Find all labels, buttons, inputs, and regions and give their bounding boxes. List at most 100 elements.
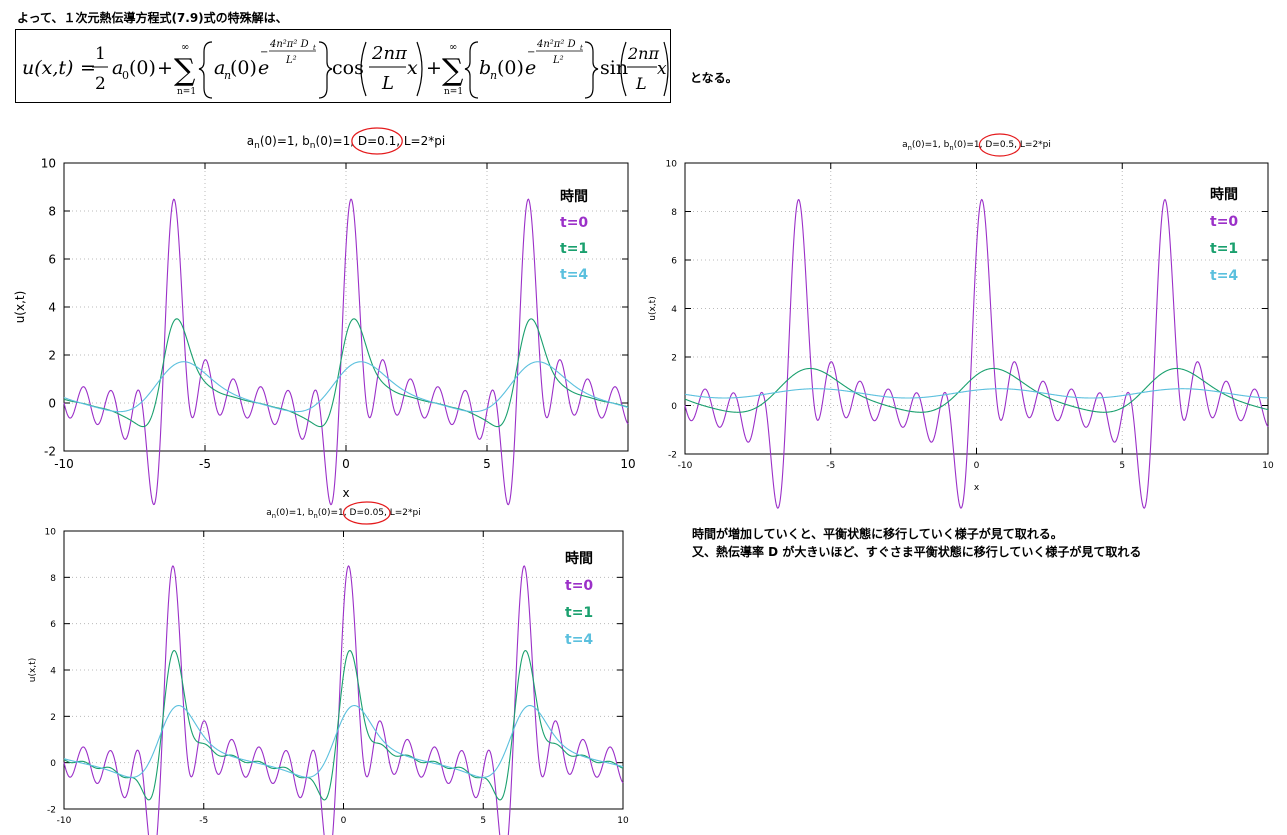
eq-exp2-num: 4n²π² D — [536, 39, 576, 50]
eq-an-arg: (0) — [230, 57, 257, 79]
legend-entry: t=4 — [560, 267, 588, 283]
eq-plus-2: + — [426, 57, 442, 79]
series-line-t-0 — [63, 198, 629, 506]
x-tick-label: -10 — [54, 457, 74, 471]
chart-d-0-5: -10 -5 0 5 10 -2 0 2 4 6 8 10 an(0)=1, bn(0)=1, D=0.… — [648, 133, 1287, 509]
eq-exp1-den: L² — [285, 55, 297, 66]
eq-sum2-bottom: n=1 — [444, 87, 463, 97]
y-tick-label: 0 — [671, 402, 677, 412]
eq-sum2-sym: ∑ — [442, 53, 464, 88]
legend-entry: t=4 — [565, 632, 593, 648]
annotation-circle — [351, 127, 403, 155]
legend-entry: t=1 — [565, 605, 593, 621]
series-line-t-4 — [63, 361, 629, 413]
eq-exp1-t: t — [313, 44, 316, 52]
x-tick-label: 10 — [1262, 461, 1274, 471]
x-tick-label: 10 — [620, 457, 635, 471]
y-tick-label: 10 — [45, 527, 57, 537]
legend-title: 時間 — [1210, 186, 1238, 203]
eq-half-num: 1 — [95, 44, 106, 64]
eq-e-1: e — [258, 57, 269, 79]
eq-sin: sin — [600, 57, 628, 79]
eq-a0: a — [112, 57, 123, 79]
title-d-value: D=0.5 — [985, 140, 1014, 150]
y-tick-label: 10 — [41, 157, 56, 171]
eq-frac1-den: L — [381, 73, 394, 94]
series-line-t-4 — [684, 388, 1269, 399]
eq-lhs: u(x,t) — [22, 57, 73, 79]
x-tick-label: 0 — [974, 461, 980, 471]
eq-exp2-minus: − — [527, 47, 535, 58]
y-tick-label: 8 — [50, 574, 56, 584]
eq-an-sub: n — [224, 69, 231, 82]
chart-d-0-05: -10 -5 0 5 10 -2 0 2 4 6 8 10 an(0)=1, bn(0)=1, D=0.… — [0, 500, 640, 835]
eq-x-2: x — [657, 59, 667, 79]
eq-frac1-num: 2nπ — [371, 43, 408, 64]
y-tick-label: 6 — [48, 253, 56, 267]
legend-entry: t=1 — [560, 241, 588, 257]
eq-sum1-top: ∞ — [181, 42, 189, 53]
y-tick-label: 8 — [48, 205, 56, 219]
x-tick-label: -5 — [826, 461, 835, 471]
chart-d-0-1: -10 -5 0 5 10 -2 0 2 4 6 8 10 an(0)=1, bn(0)=1, D=0.… — [0, 127, 640, 506]
series-line-t-1 — [63, 318, 629, 428]
legend-entry: t=4 — [1210, 268, 1238, 284]
y-tick-label: 4 — [50, 666, 56, 676]
y-tick-label: -2 — [668, 450, 677, 460]
eq-cos: cos — [332, 57, 364, 79]
eq-a0-arg: (0) — [129, 57, 156, 79]
x-axis-label: x — [342, 486, 349, 500]
conclusion-line-2: 又、熱伝導率 D が大きいほど、すぐさま平衡状態に移行していく様子が見て取れる — [692, 545, 1142, 559]
x-tick-label: -5 — [199, 457, 211, 471]
eq-e-2: e — [525, 57, 536, 79]
legend-entry: t=0 — [560, 215, 588, 231]
eq-a0-sub: 0 — [122, 69, 129, 82]
eq-exp1-num: 4n²π² D — [269, 39, 309, 50]
x-tick-label: 10 — [617, 816, 629, 826]
y-tick-label: 2 — [50, 713, 56, 723]
x-tick-label: -10 — [678, 461, 693, 471]
legend-entry: t=1 — [1210, 241, 1238, 257]
y-tick-label: 6 — [671, 256, 677, 266]
annotation-circle — [342, 501, 391, 525]
eq-x-1: x — [407, 57, 418, 79]
eq-exp2-den: L² — [552, 55, 564, 66]
equation-box: u(x,t) = 1 2 a 0 (0) + ∞ ∑ n=1 a n (0) e… — [15, 29, 671, 103]
legend-title: 時間 — [565, 550, 593, 567]
x-tick-label: -10 — [57, 816, 72, 826]
y-tick-label: 0 — [48, 397, 56, 411]
y-tick-label: -2 — [44, 445, 56, 459]
annotation-circle — [978, 133, 1021, 157]
chart-d-0-05-svg: -10 -5 0 5 10 -2 0 2 4 6 8 10 an(0)=1, bn(0)=1, D=0.… — [28, 501, 629, 835]
y-tick-label: 4 — [671, 305, 677, 315]
eq-exp1-minus: − — [260, 47, 268, 58]
equation-svg: u(x,t) = 1 2 a 0 (0) + ∞ ∑ n=1 a n (0) e… — [22, 39, 669, 99]
x-tick-label: 0 — [342, 457, 350, 471]
legend-title: 時間 — [560, 188, 588, 205]
chart-d-0-1-svg: -10 -5 0 5 10 -2 0 2 4 6 8 10 an(0)=1, bn(0)=1, D=0.… — [13, 127, 636, 506]
legend-entry: t=0 — [1210, 214, 1238, 230]
y-tick-label: 4 — [48, 301, 56, 315]
eq-an: a — [214, 57, 225, 79]
legend-entry: t=0 — [565, 578, 593, 594]
conclusion: 時間が増加していくと、平衡状態に移行していく様子が見て取れる。 又、熱伝導率 D… — [692, 525, 1141, 561]
series-line-t-0 — [63, 565, 624, 835]
chart-title: an(0)=1, bn(0)=1, D=0.1, L=2*pi — [247, 134, 445, 151]
y-tick-label: 10 — [666, 159, 678, 169]
series-line-t-0 — [684, 198, 1269, 509]
eq-sum1-sym: ∑ — [174, 53, 196, 88]
eq-bn-arg: (0) — [497, 57, 524, 79]
conclusion-line-1: 時間が増加していくと、平衡状態に移行していく様子が見て取れる。 — [692, 527, 1063, 541]
series-line-t-1 — [684, 367, 1269, 413]
eq-plus-1: + — [157, 57, 173, 79]
chart-d-0-5-svg: -10 -5 0 5 10 -2 0 2 4 6 8 10 an(0)=1, bn(0)=1, D=0.… — [648, 133, 1274, 509]
x-tick-label: 5 — [480, 816, 486, 826]
y-tick-label: 2 — [48, 349, 56, 363]
y-axis-label: u(x,t) — [13, 291, 27, 324]
x-axis-label: x — [974, 483, 980, 493]
series-line-t-4 — [63, 704, 624, 778]
chart-title: an(0)=1, bn(0)=1, D=0.5, L=2*pi — [902, 140, 1051, 152]
y-tick-label: 8 — [671, 208, 677, 218]
x-tick-label: 5 — [1119, 461, 1125, 471]
eq-frac2-den: L — [635, 74, 647, 93]
